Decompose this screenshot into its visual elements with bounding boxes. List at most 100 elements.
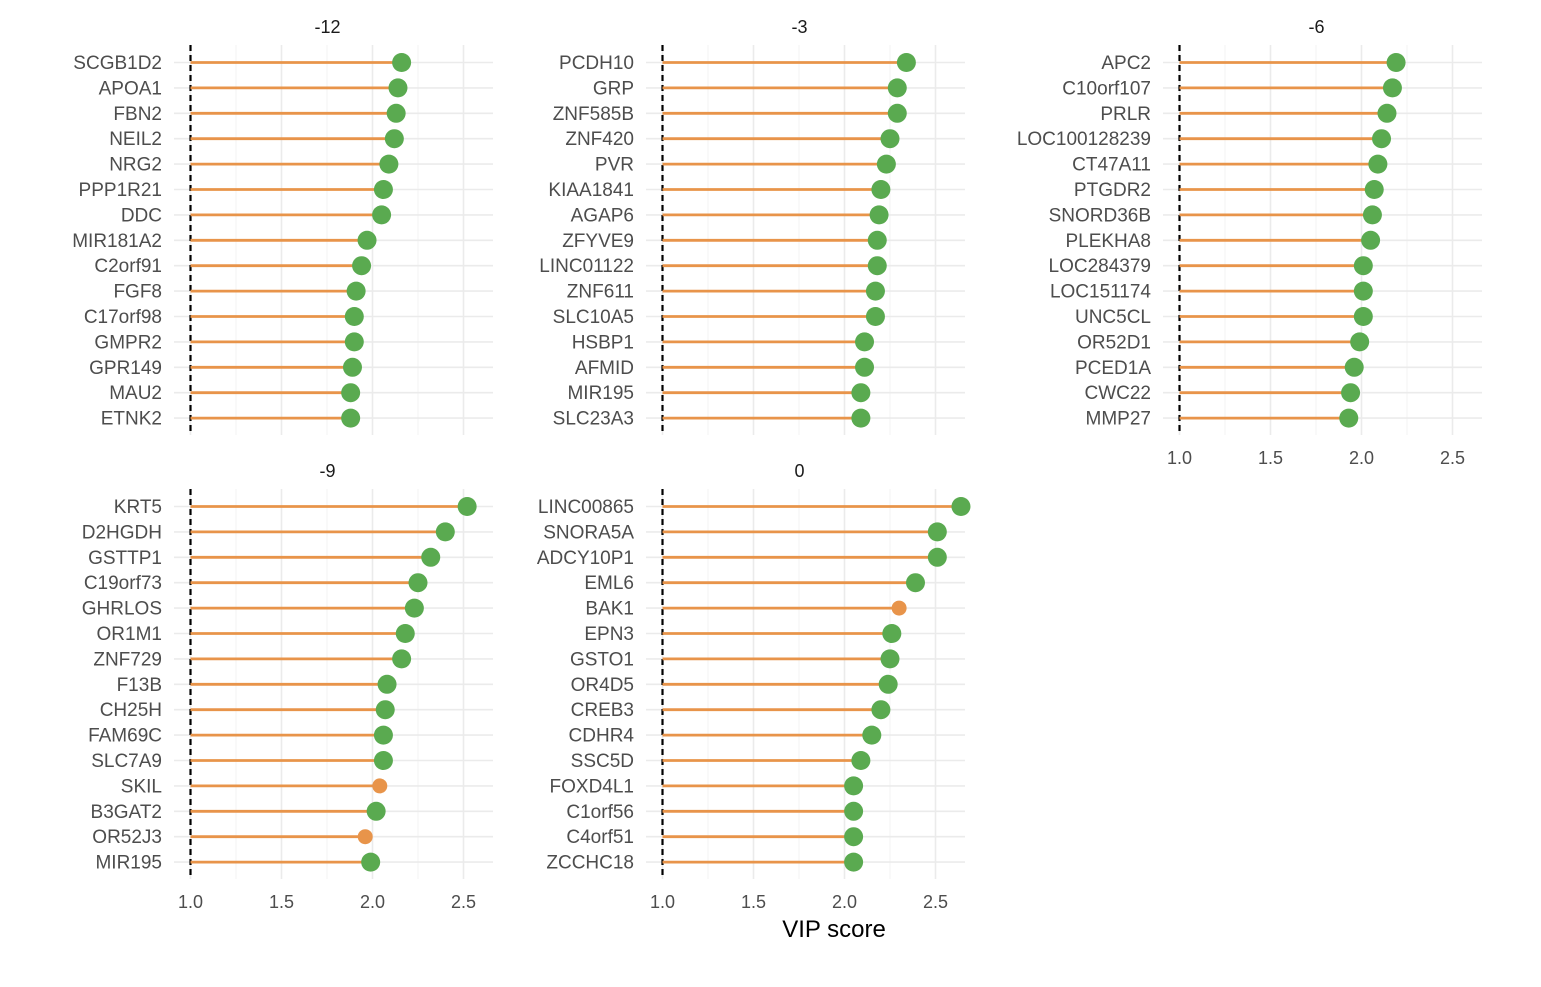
lollipop-point xyxy=(379,154,399,174)
lollipop-point xyxy=(342,357,362,377)
x-tick-label: 2.0 xyxy=(1349,448,1374,468)
gene-label: OR4D5 xyxy=(571,675,634,696)
x-tick-label: 1.5 xyxy=(741,892,766,912)
lollipop-point xyxy=(855,332,875,352)
x-tick-label: 1.0 xyxy=(650,892,675,912)
gene-label: LOC151174 xyxy=(1050,282,1151,303)
lollipop-point xyxy=(865,307,885,326)
gene-label: B3GAT2 xyxy=(91,802,162,823)
lollipop-point xyxy=(851,383,871,403)
gene-label: GRP xyxy=(593,78,634,99)
lollipop-point xyxy=(882,624,902,643)
gene-label: CT47A11 xyxy=(1072,155,1151,176)
gene-label: NEIL2 xyxy=(109,129,162,150)
facet-panel: -6 APC2 C10orf107 PRLR LOC100128239 CT47A11 PT… xyxy=(1017,17,1482,468)
lollipop-point xyxy=(352,256,372,276)
gene-label: KIAA1841 xyxy=(548,180,634,201)
gene-label: C4orf51 xyxy=(566,827,634,848)
gene-label: CREB3 xyxy=(571,700,634,721)
lollipop-point xyxy=(408,573,428,593)
gene-label: SCGB1D2 xyxy=(73,53,162,74)
gene-label: CDHR4 xyxy=(569,726,635,747)
gene-label: LOC284379 xyxy=(1049,256,1151,277)
lollipop-point xyxy=(1361,230,1381,250)
x-tick-label: 1.5 xyxy=(269,892,294,912)
facet-panel: -12 SCGB1D2 APOA1 FBN2 NEIL2 NRG2 PPP1R21 DDC MI… xyxy=(72,17,493,435)
gene-label: EPN3 xyxy=(584,624,634,645)
gene-label: ZNF420 xyxy=(565,129,634,150)
lollipop-point xyxy=(887,78,907,98)
lollipop-point xyxy=(1364,180,1384,199)
gene-label: ZNF611 xyxy=(567,282,634,303)
facet-title: 0 xyxy=(794,461,804,481)
facet-title: -9 xyxy=(319,461,335,481)
lollipop-point xyxy=(951,497,971,516)
gene-label: PRLR xyxy=(1100,104,1151,125)
lollipop-point xyxy=(844,801,864,821)
x-tick-label: 2.5 xyxy=(1440,448,1465,468)
lollipop-point xyxy=(1382,78,1402,98)
gene-label: SNORA5A xyxy=(543,522,634,543)
gene-label: PTGDR2 xyxy=(1074,180,1151,201)
gene-label: PPP1R21 xyxy=(79,180,162,201)
gene-label: AFMID xyxy=(575,358,634,379)
lollipop-point xyxy=(404,598,424,618)
lollipop-point xyxy=(851,751,871,770)
gene-label: GPR149 xyxy=(89,358,162,379)
gene-label: PLEKHA8 xyxy=(1065,231,1151,252)
facet-panel: -3 PCDH10 GRP ZNF585B ZNF420 PVR KIAA1841 AGAP6… xyxy=(539,17,965,435)
lollipop-point xyxy=(1353,281,1373,301)
lollipop-point xyxy=(887,103,907,123)
lollipop-point xyxy=(862,725,882,745)
gene-label: C10orf107 xyxy=(1062,78,1151,99)
gene-label: MMP27 xyxy=(1086,409,1151,430)
gene-label: UNC5CL xyxy=(1075,307,1151,328)
lollipop-point xyxy=(1368,154,1388,174)
lollipop-point xyxy=(395,624,415,643)
lollipop-point xyxy=(373,725,393,745)
x-tick-label: 2.0 xyxy=(360,892,385,912)
gene-label: OR1M1 xyxy=(97,624,162,645)
lollipop-point xyxy=(392,53,412,72)
lollipop-point xyxy=(341,383,361,403)
gene-label: NRG2 xyxy=(109,155,162,176)
facet-title: -3 xyxy=(791,17,807,37)
lollipop-point xyxy=(373,180,393,199)
lollipop-point xyxy=(457,497,477,516)
lollipop-point xyxy=(366,801,386,821)
gene-label: BAK1 xyxy=(585,599,634,620)
lollipop-point xyxy=(876,154,896,174)
lollipop-point xyxy=(344,307,364,326)
gene-label: AGAP6 xyxy=(571,205,634,226)
gene-label: SSC5D xyxy=(571,751,634,772)
gene-label: GSTO1 xyxy=(570,649,634,670)
lollipop-point xyxy=(844,827,864,847)
facet-panel: -9 KRT5 D2HGDH GSTTP1 C19orf73 GHRLOS OR1M1 ZNF… xyxy=(82,461,493,912)
lollipop-point xyxy=(357,230,377,250)
gene-label: PCED1A xyxy=(1075,358,1151,379)
gene-label: ZFYVE9 xyxy=(562,231,634,252)
gene-label: FGF8 xyxy=(113,282,162,303)
lollipop-point xyxy=(372,778,388,794)
facet-panel: 0 LINC00865 SNORA5A ADCY10P1 EML6 BAK1 EPN3 GST… xyxy=(537,461,971,912)
lollipop-point xyxy=(869,205,889,225)
gene-label: SLC7A9 xyxy=(91,751,162,772)
gene-label: GSTTP1 xyxy=(88,548,162,569)
lollipop-point xyxy=(867,256,887,276)
lollipop-point xyxy=(1377,103,1397,123)
x-tick-label: 1.0 xyxy=(1167,448,1192,468)
gene-label: GMPR2 xyxy=(94,332,162,353)
lollipop-point xyxy=(844,852,864,872)
gene-label: F13B xyxy=(117,675,162,696)
lollipop-point xyxy=(1372,129,1392,149)
lollipop-point xyxy=(880,649,900,669)
lollipop-point xyxy=(1344,357,1364,377)
lollipop-point xyxy=(1341,383,1361,403)
lollipop-point xyxy=(357,829,373,845)
gene-label: C1orf56 xyxy=(566,802,634,823)
lollipop-point xyxy=(388,78,408,98)
gene-label: SNORD36B xyxy=(1049,205,1151,226)
gene-label: ETNK2 xyxy=(101,409,162,430)
lollipop-point xyxy=(346,281,366,301)
gene-label: CH25H xyxy=(100,700,162,721)
